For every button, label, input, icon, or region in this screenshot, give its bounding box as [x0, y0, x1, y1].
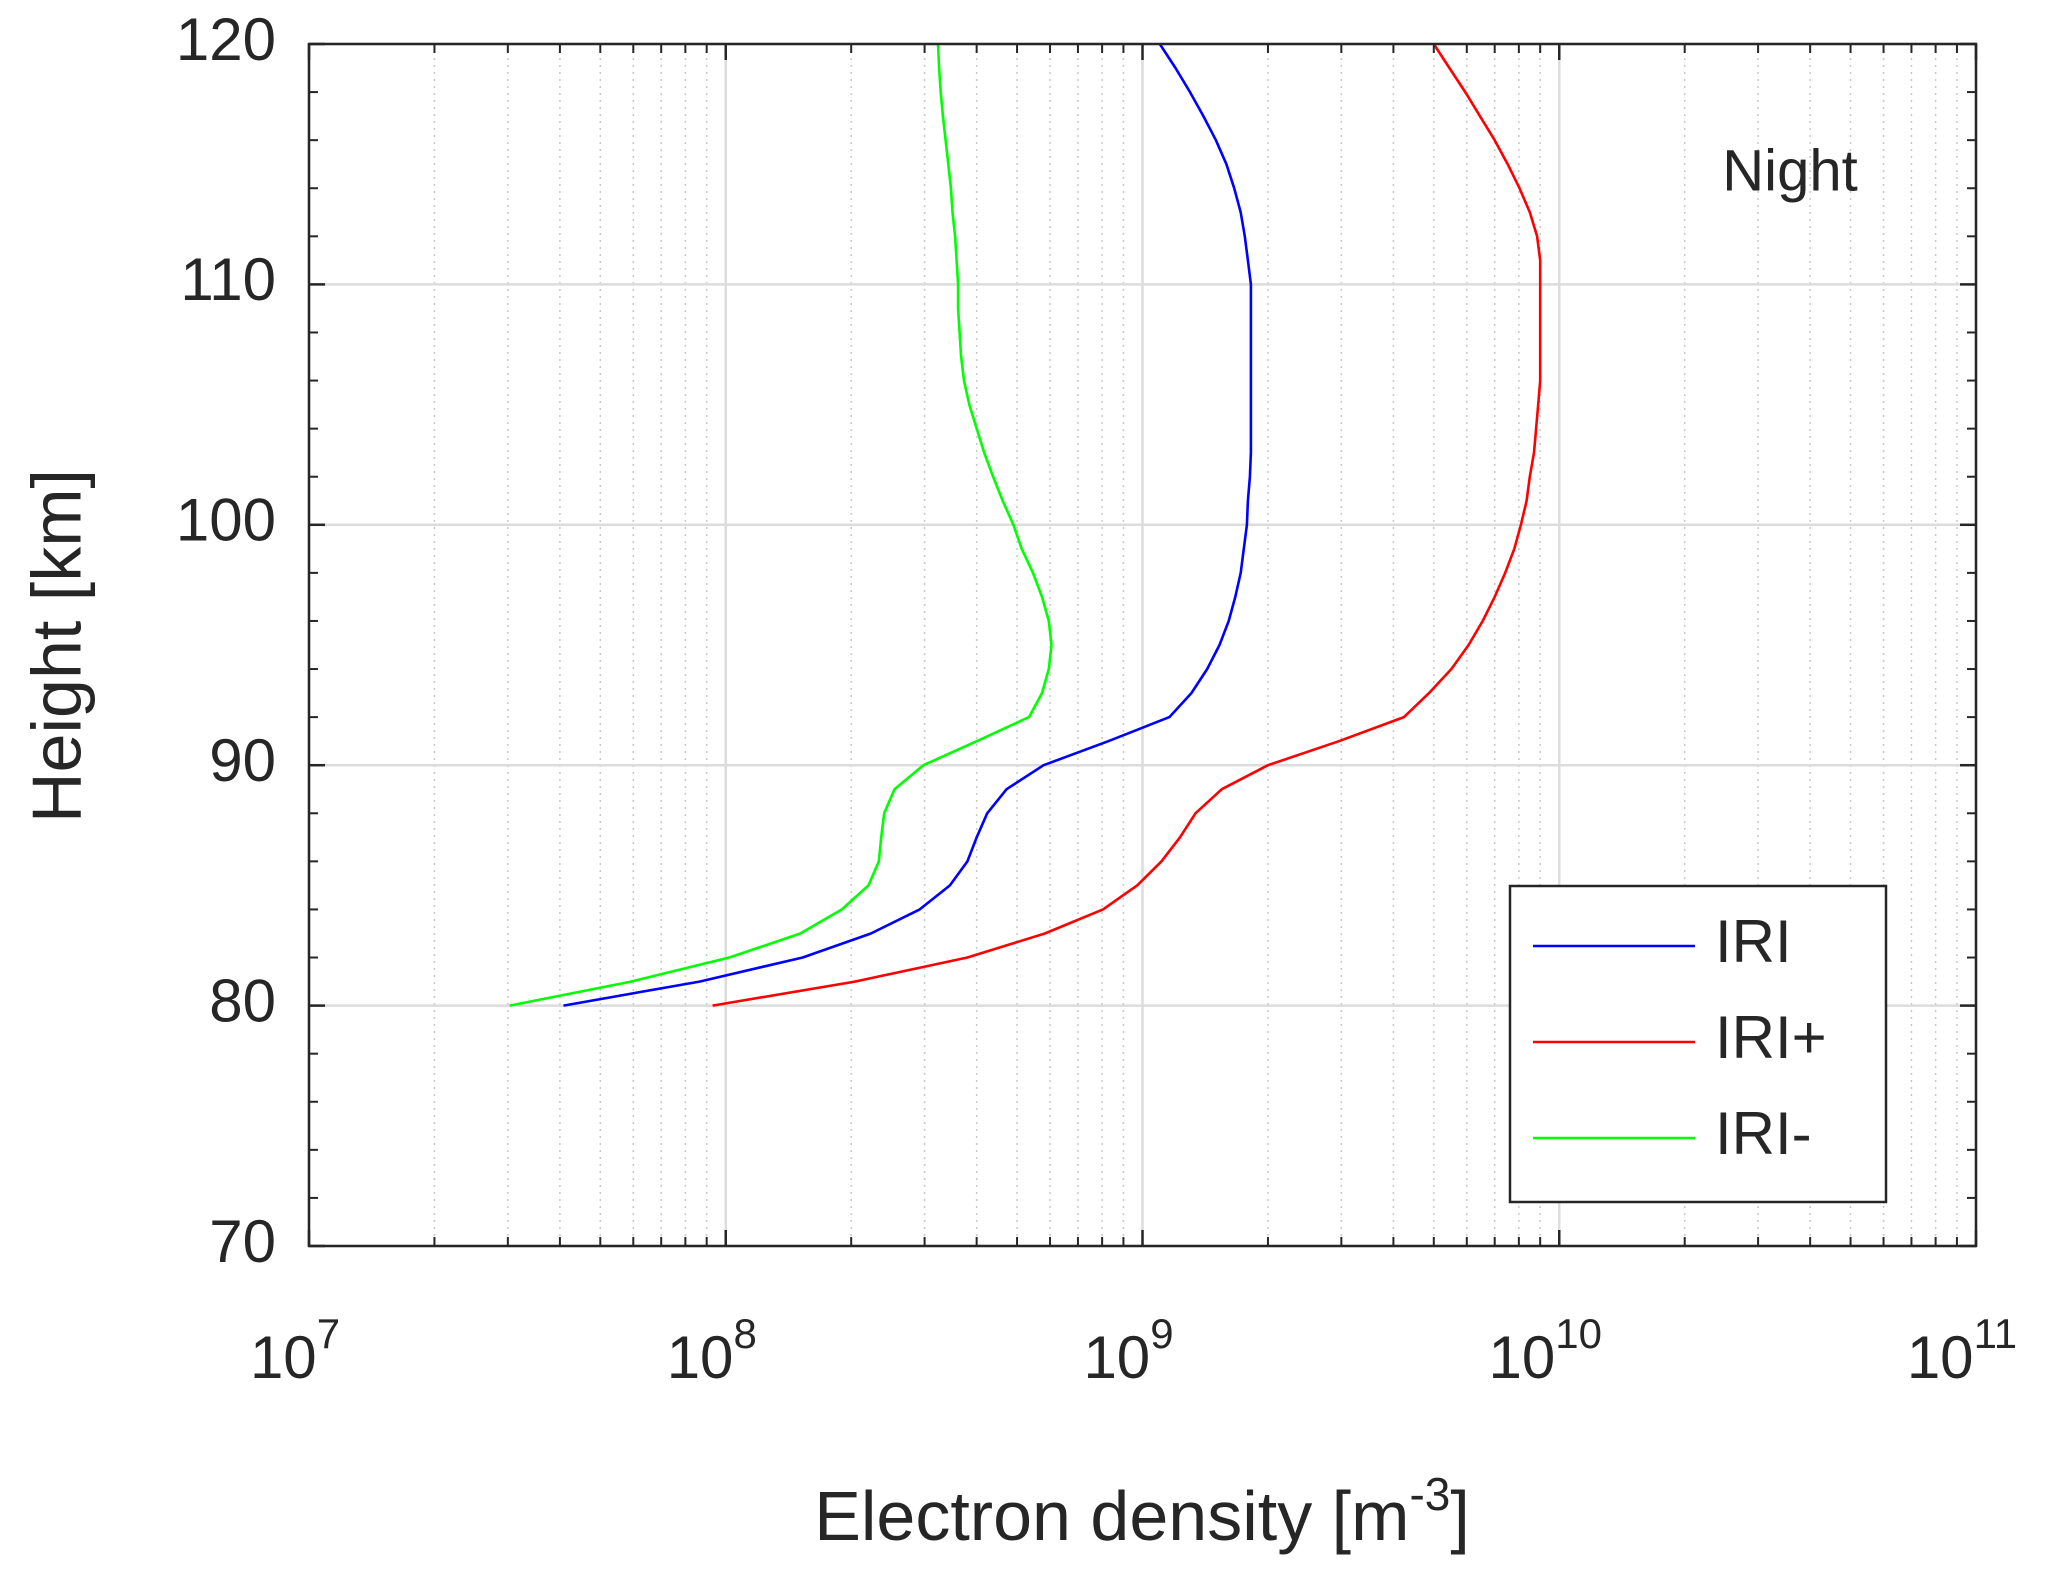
y-tick-label: 120 [176, 6, 276, 73]
y-tick-label: 80 [209, 967, 276, 1034]
x-axis-label: Electron density [m-3] [814, 1468, 1470, 1555]
y-axis-label: Height [km] [17, 469, 95, 823]
x-axis-label-end: ] [1450, 1477, 1469, 1555]
x-tick-label-exponent: 7 [317, 1310, 340, 1357]
series-line [509, 43, 1053, 1007]
y-tick-label: 90 [209, 727, 276, 794]
x-tick-label: 107 [250, 1310, 340, 1391]
x-tick-label-base: 10 [1083, 1324, 1150, 1391]
x-tick-label-base: 10 [250, 1324, 317, 1391]
legend-label: IRI+ [1715, 1004, 1827, 1071]
x-tick-label-exponent: 10 [1555, 1310, 1602, 1357]
x-tick-label: 109 [1083, 1310, 1173, 1391]
x-tick-label-base: 10 [1907, 1324, 1974, 1391]
legend: IRI IRI+ IRI- [1508, 884, 1888, 1204]
x-tick-label: 1011 [1907, 1310, 2017, 1391]
legend-label: IRI [1715, 908, 1792, 975]
plot-lines [509, 43, 1542, 1007]
annotation: Night [1722, 138, 1857, 203]
legend-label: IRI- [1715, 1100, 1812, 1167]
series-line [712, 43, 1542, 1007]
x-axis-label-text: Electron density [m [814, 1477, 1409, 1555]
x-axis-label-exponent: -3 [1409, 1468, 1450, 1520]
plot-frame [307, 42, 1978, 1248]
y-tick-label: 110 [180, 246, 276, 313]
x-tick-label-base: 10 [1489, 1324, 1556, 1391]
x-tick-label: 108 [667, 1310, 757, 1391]
y-tick-label: 70 [209, 1208, 276, 1275]
x-tick-label: 1010 [1489, 1310, 1602, 1391]
x-tick-label-exponent: 8 [733, 1310, 756, 1357]
y-tick-label: 100 [176, 487, 276, 554]
legend-box [1508, 884, 1888, 1204]
x-tick-label-base: 10 [667, 1324, 734, 1391]
x-tick-label-exponent: 11 [1974, 1310, 2018, 1357]
series-line [563, 43, 1253, 1007]
x-tick-label-exponent: 9 [1150, 1310, 1173, 1357]
